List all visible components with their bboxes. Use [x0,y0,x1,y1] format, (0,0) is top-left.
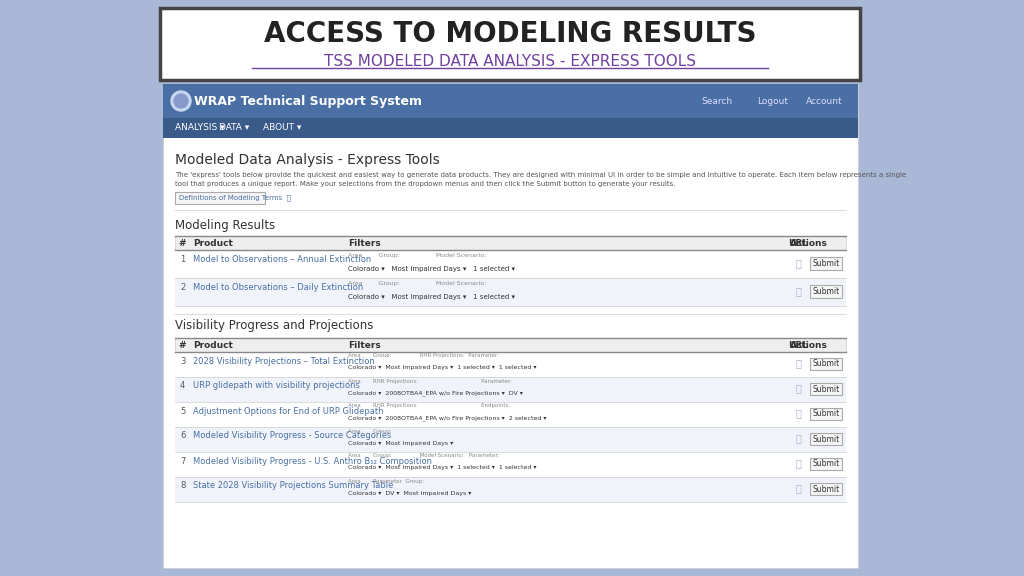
Text: 3: 3 [180,357,185,366]
Text: Product: Product [193,238,232,248]
Text: URP glidepath with visibility projections: URP glidepath with visibility projection… [193,381,359,391]
Text: Submit: Submit [812,410,840,419]
Bar [810,433,842,445]
Text: Modeled Visibility Progress - U.S. Anthro B₁₂ Composition: Modeled Visibility Progress - U.S. Anthr… [193,457,432,465]
Bar [810,285,842,298]
Text: Colorado ▾   Most Impaired Days ▾   1 selected ▾: Colorado ▾ Most Impaired Days ▾ 1 select… [348,266,515,272]
Text: 1: 1 [180,256,185,264]
Text: Colorado ▾  DV ▾  Most Impaired Days ▾: Colorado ▾ DV ▾ Most Impaired Days ▾ [348,491,471,495]
Text: ⛓: ⛓ [795,458,801,468]
Text: Colorado ▾  2008OTBA4_EPA w/o Fire Projections ▾  DV ▾: Colorado ▾ 2008OTBA4_EPA w/o Fire Projec… [348,390,523,396]
Text: Filters: Filters [348,238,381,248]
Text: Account: Account [806,97,843,105]
Text: tool that produces a unique report. Make your selections from the dropdown menus: tool that produces a unique report. Make… [175,181,676,187]
Text: Area       Parameter  Group:: Area Parameter Group: [348,479,424,483]
Bar [175,192,265,204]
Text: URL: URL [788,238,808,248]
Text: 5: 5 [180,407,185,415]
Text: Model to Observations – Daily Extinction: Model to Observations – Daily Extinction [193,283,364,293]
Text: Colorado ▾   Most Impaired Days ▾   1 selected ▾: Colorado ▾ Most Impaired Days ▾ 1 select… [348,294,515,300]
Text: Product: Product [193,340,232,350]
Text: 4: 4 [180,381,185,391]
Text: ⛓: ⛓ [795,358,801,368]
Text: 2: 2 [180,283,185,293]
Bar [810,257,842,270]
Text: Submit: Submit [812,484,840,494]
Text: Submit: Submit [812,460,840,468]
Text: Colorado ▾  Most Impaired Days ▾  1 selected ▾  1 selected ▾: Colorado ▾ Most Impaired Days ▾ 1 select… [348,366,537,370]
Text: Colorado ▾  Most Impaired Days ▾  1 selected ▾  1 selected ▾: Colorado ▾ Most Impaired Days ▾ 1 select… [348,465,537,471]
Text: Modeling Results: Modeling Results [175,219,275,233]
Text: WRAP Technical Support System: WRAP Technical Support System [194,94,422,108]
Text: Area        Group:                  Model Scenario:: Area Group: Model Scenario: [348,252,486,257]
Text: ⛓: ⛓ [795,433,801,443]
Bar [163,118,858,138]
Text: Visibility Progress and Projections: Visibility Progress and Projections [175,320,374,332]
Text: ACCESS TO MODELING RESULTS: ACCESS TO MODELING RESULTS [264,20,757,48]
Text: DATA ▾: DATA ▾ [219,123,249,132]
Bar [163,84,858,118]
Text: Modeled Data Analysis - Express Tools: Modeled Data Analysis - Express Tools [175,153,439,167]
Text: Filters: Filters [348,340,381,350]
Text: Logout: Logout [757,97,788,105]
Text: Colorado ▾  Most Impaired Days ▾: Colorado ▾ Most Impaired Days ▾ [348,441,454,445]
Text: Area       RHR Projections:                                    Parameter:: Area RHR Projections: Parameter: [348,378,512,384]
Bar [160,8,860,80]
Text: State 2028 Visibility Projections Summary Table: State 2028 Visibility Projections Summar… [193,482,393,491]
Text: Submit: Submit [812,434,840,444]
Bar [175,452,846,477]
Text: Search: Search [701,97,733,105]
Text: Actions: Actions [791,238,828,248]
Bar [810,383,842,395]
Text: Definitions of Modeling Terms  ⓘ: Definitions of Modeling Terms ⓘ [179,195,291,201]
Text: Model to Observations – Annual Extinction: Model to Observations – Annual Extinctio… [193,256,372,264]
Bar [175,402,846,427]
Text: Submit: Submit [812,287,840,296]
Text: Actions: Actions [791,340,828,350]
Text: Adjustment Options for End of URP Glidepath: Adjustment Options for End of URP Glidep… [193,407,384,415]
Bar [175,427,846,452]
Text: ⛓: ⛓ [795,383,801,393]
Bar [810,408,842,420]
Bar [175,377,846,402]
Text: 8: 8 [180,482,185,491]
Bar [810,483,842,495]
Text: 7: 7 [180,457,185,465]
Text: Area       Group:                Model Scenario:   Parameter:: Area Group: Model Scenario: Parameter: [348,453,500,458]
Text: ABOUT ▾: ABOUT ▾ [263,123,301,132]
Text: #: # [178,238,185,248]
Text: Submit: Submit [812,385,840,393]
Text: Submit: Submit [812,359,840,369]
Text: Area        Group:                  Model Scenario:: Area Group: Model Scenario: [348,281,486,286]
Bar [175,236,846,250]
Bar [175,477,846,502]
Text: 2028 Visibility Projections – Total Extinction: 2028 Visibility Projections – Total Exti… [193,357,375,366]
Text: Area       Group:: Area Group: [348,429,391,434]
Bar [175,250,846,278]
Text: The 'express' tools below provide the quickest and easiest way to generate data : The 'express' tools below provide the qu… [175,172,906,178]
Text: Modeled Visibility Progress - Source Categories: Modeled Visibility Progress - Source Cat… [193,431,391,441]
Bar [810,358,842,370]
Text: ⛓: ⛓ [795,483,801,493]
Text: Colorado ▾  2008OTBA4_EPA w/o Fire Projections ▾  2 selected ▾: Colorado ▾ 2008OTBA4_EPA w/o Fire Projec… [348,415,547,421]
Text: URL: URL [788,340,808,350]
Bar [810,458,842,470]
Text: Area       Group:                RHR Projections:  Parameter:: Area Group: RHR Projections: Parameter: [348,354,499,358]
Text: TSS MODELED DATA ANALYSIS - EXPRESS TOOLS: TSS MODELED DATA ANALYSIS - EXPRESS TOOL… [324,55,696,70]
Bar [175,338,846,352]
Bar [163,84,858,568]
Text: #: # [178,340,185,350]
Text: ANALYSIS ▾: ANALYSIS ▾ [175,123,224,132]
Text: Area       RHR Projections:                                    Endpoints:: Area RHR Projections: Endpoints: [348,404,510,408]
Text: ⛓: ⛓ [795,286,801,296]
Ellipse shape [171,91,191,111]
Text: ⛓: ⛓ [795,258,801,268]
Bar [175,352,846,377]
Text: ⛓: ⛓ [795,408,801,418]
Text: Submit: Submit [812,259,840,268]
Text: 6: 6 [180,431,185,441]
Ellipse shape [174,94,188,108]
Bar [175,278,846,306]
